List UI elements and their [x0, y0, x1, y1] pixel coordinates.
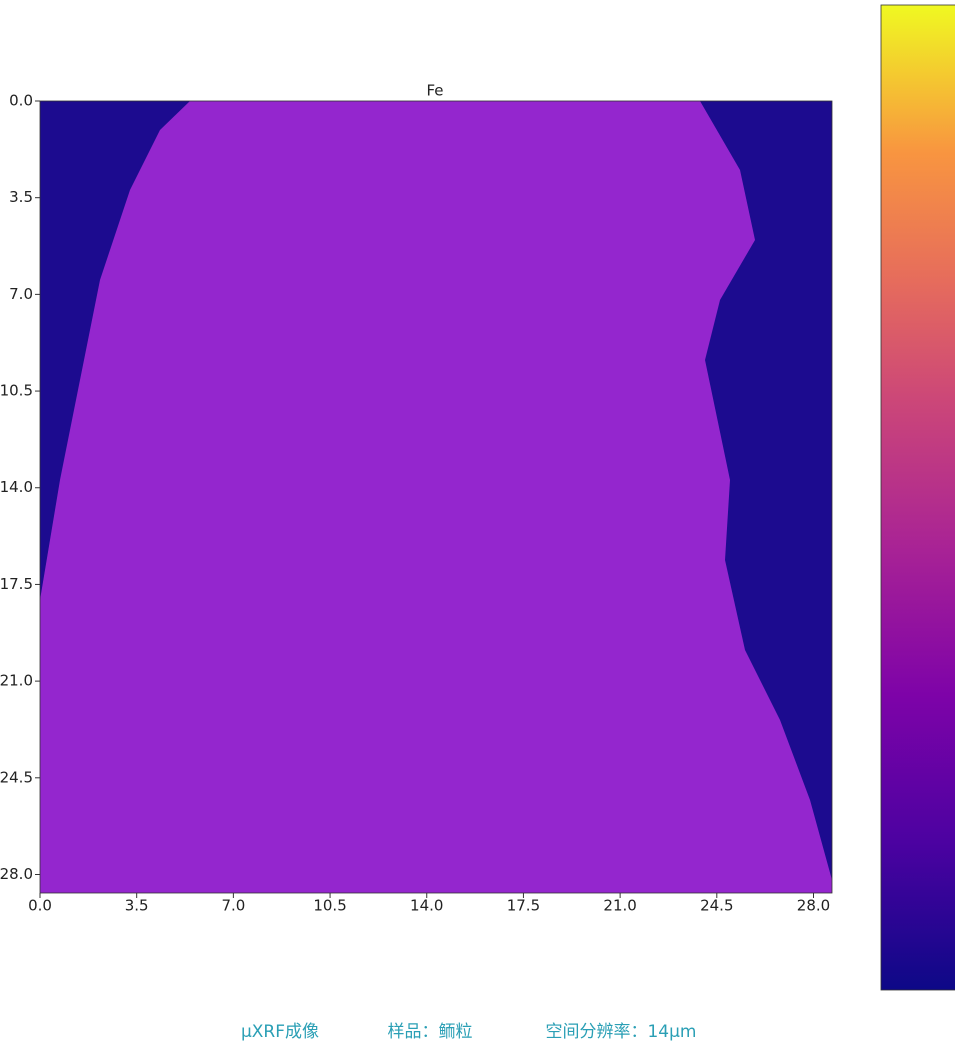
x-tick-label: 21.0: [603, 897, 636, 915]
x-tick-label: 17.5: [507, 897, 540, 915]
x-tick-label: 0.0: [28, 897, 52, 915]
chart-title: Fe: [426, 82, 443, 100]
x-tick-label: 14.0: [410, 897, 443, 915]
y-tick-label: 0.0: [9, 92, 33, 110]
y-tick-label: 14.0: [0, 478, 33, 496]
caption: 样品：鲕粒: [388, 1022, 473, 1042]
x-tick-label: 3.5: [125, 897, 149, 915]
caption: 空间分辨率：14µm: [545, 1022, 696, 1042]
caption: µXRF成像: [241, 1022, 319, 1042]
y-tick-label: 21.0: [0, 672, 33, 690]
x-tick-label: 28.0: [797, 897, 830, 915]
y-tick-label: 7.0: [9, 285, 33, 303]
y-tick-label: 24.5: [0, 768, 33, 786]
y-tick-label: 17.5: [0, 575, 33, 593]
x-tick-label: 7.0: [221, 897, 245, 915]
colorbar: [880, 4, 955, 991]
y-tick-label: 10.5: [0, 382, 33, 400]
y-tick-label: 28.0: [0, 865, 33, 883]
y-tick-label: 3.5: [9, 188, 33, 206]
x-tick-label: 24.5: [700, 897, 733, 915]
sample-image: [40, 101, 832, 893]
x-tick-label: 10.5: [313, 897, 346, 915]
axes-frame: [39, 100, 833, 894]
